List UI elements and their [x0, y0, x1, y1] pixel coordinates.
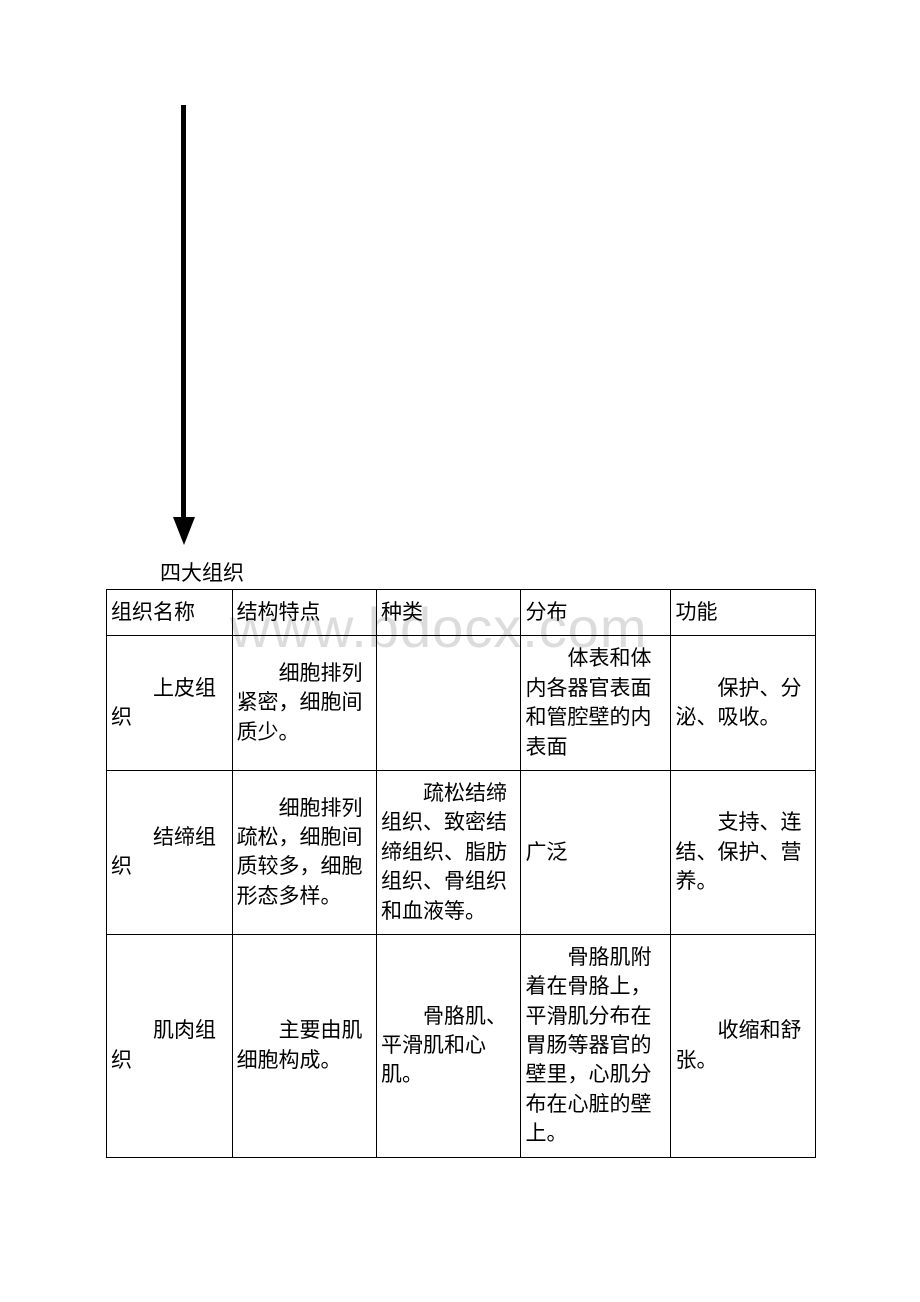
- cell-structure: 细胞排列紧密，细胞间质少。: [232, 636, 376, 771]
- arrow-shaft: [181, 105, 186, 520]
- cell-name: 上皮组织: [107, 636, 233, 771]
- cell-structure: 主要由肌细胞构成。: [232, 934, 376, 1157]
- down-arrow: [175, 105, 195, 545]
- cell-function: 支持、连结、保护、营养。: [671, 770, 816, 934]
- cell-type: [377, 636, 521, 771]
- table-row: 结缔组织 细胞排列疏松，细胞间质较多，细胞形态多样。 疏松结缔组织、致密结缔组织…: [107, 770, 816, 934]
- header-structure: 结构特点: [232, 590, 376, 636]
- table-row: 上皮组织 细胞排列紧密，细胞间质少。 体表和体内各器官表面和管腔壁的内表面 保护…: [107, 636, 816, 771]
- cell-type: 骨胳肌、平滑肌和心肌。: [377, 934, 521, 1157]
- cell-structure: 细胞排列疏松，细胞间质较多，细胞形态多样。: [232, 770, 376, 934]
- header-type: 种类: [377, 590, 521, 636]
- header-distribution: 分布: [521, 590, 671, 636]
- cell-function: 收缩和舒张。: [671, 934, 816, 1157]
- cell-distribution: 体表和体内各器官表面和管腔壁的内表面: [521, 636, 671, 771]
- table-title: 四大组织: [160, 557, 244, 587]
- cell-type: 疏松结缔组织、致密结缔组织、脂肪组织、骨组织和血液等。: [377, 770, 521, 934]
- table-row: 肌肉组织 主要由肌细胞构成。 骨胳肌、平滑肌和心肌。 骨胳肌附着在骨胳上，平滑肌…: [107, 934, 816, 1157]
- cell-name: 结缔组织: [107, 770, 233, 934]
- tissue-table: 组织名称 结构特点 种类 分布 功能 上皮组织 细胞排列紧密，细胞间质少。 体表…: [106, 589, 816, 1158]
- cell-function: 保护、分泌、吸收。: [671, 636, 816, 771]
- header-function: 功能: [671, 590, 816, 636]
- arrow-head-icon: [173, 517, 195, 545]
- header-name: 组织名称: [107, 590, 233, 636]
- cell-name: 肌肉组织: [107, 934, 233, 1157]
- cell-distribution: 骨胳肌附着在骨胳上，平滑肌分布在胃肠等器官的壁里，心肌分布在心脏的壁上。: [521, 934, 671, 1157]
- table-header-row: 组织名称 结构特点 种类 分布 功能: [107, 590, 816, 636]
- cell-distribution: 广泛: [521, 770, 671, 934]
